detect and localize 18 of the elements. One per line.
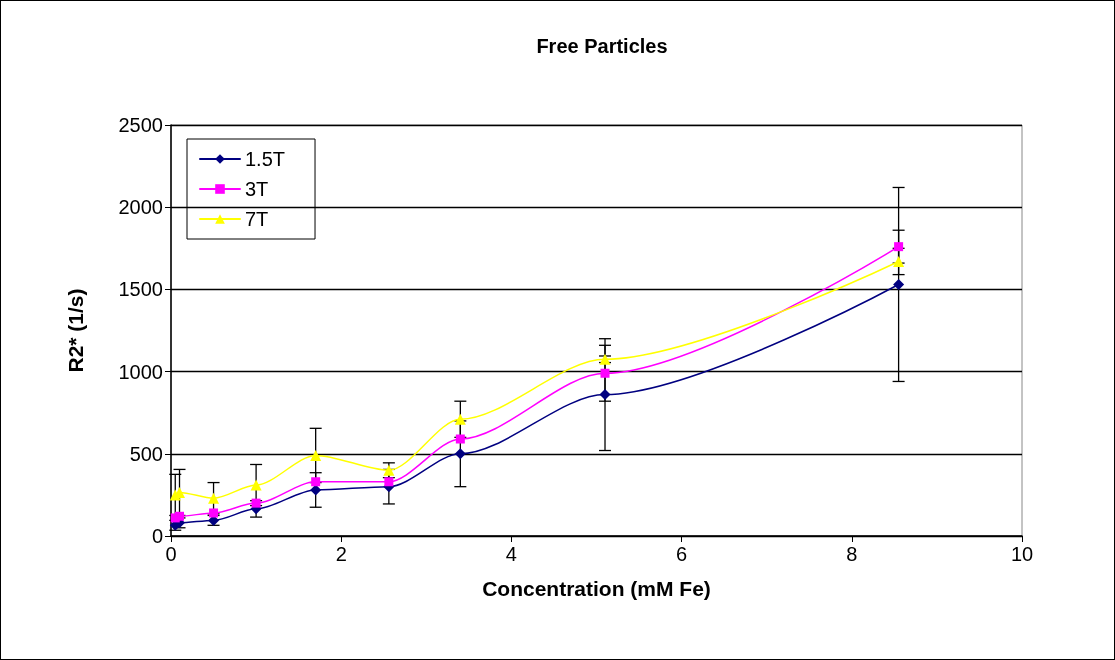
x-tick-label: 0 xyxy=(165,543,177,565)
y-tick-label: 1000 xyxy=(118,360,163,383)
y-tick-label: 2000 xyxy=(118,196,163,219)
legend-label: 1.5T xyxy=(245,148,286,170)
x-tick-label: 4 xyxy=(505,543,517,565)
y-tick-label: 0 xyxy=(151,525,163,547)
legend-label: 7T xyxy=(245,208,269,230)
x-tick-label: 8 xyxy=(846,543,858,565)
y-tick-label: 1500 xyxy=(118,278,163,301)
y-tick-label: 500 xyxy=(129,442,163,465)
x-tick-label: 10 xyxy=(1010,543,1034,565)
y-tick-label: 2500 xyxy=(118,114,163,136)
chart-title: Free Particles xyxy=(536,35,668,57)
legend-label: 3T xyxy=(245,178,269,200)
x-axis-title: Concentration (mM Fe) xyxy=(482,577,711,600)
y-axis-title: R2* (1/s) xyxy=(64,288,87,373)
x-tick-label: 2 xyxy=(335,543,347,565)
x-tick-label: 6 xyxy=(676,543,688,565)
